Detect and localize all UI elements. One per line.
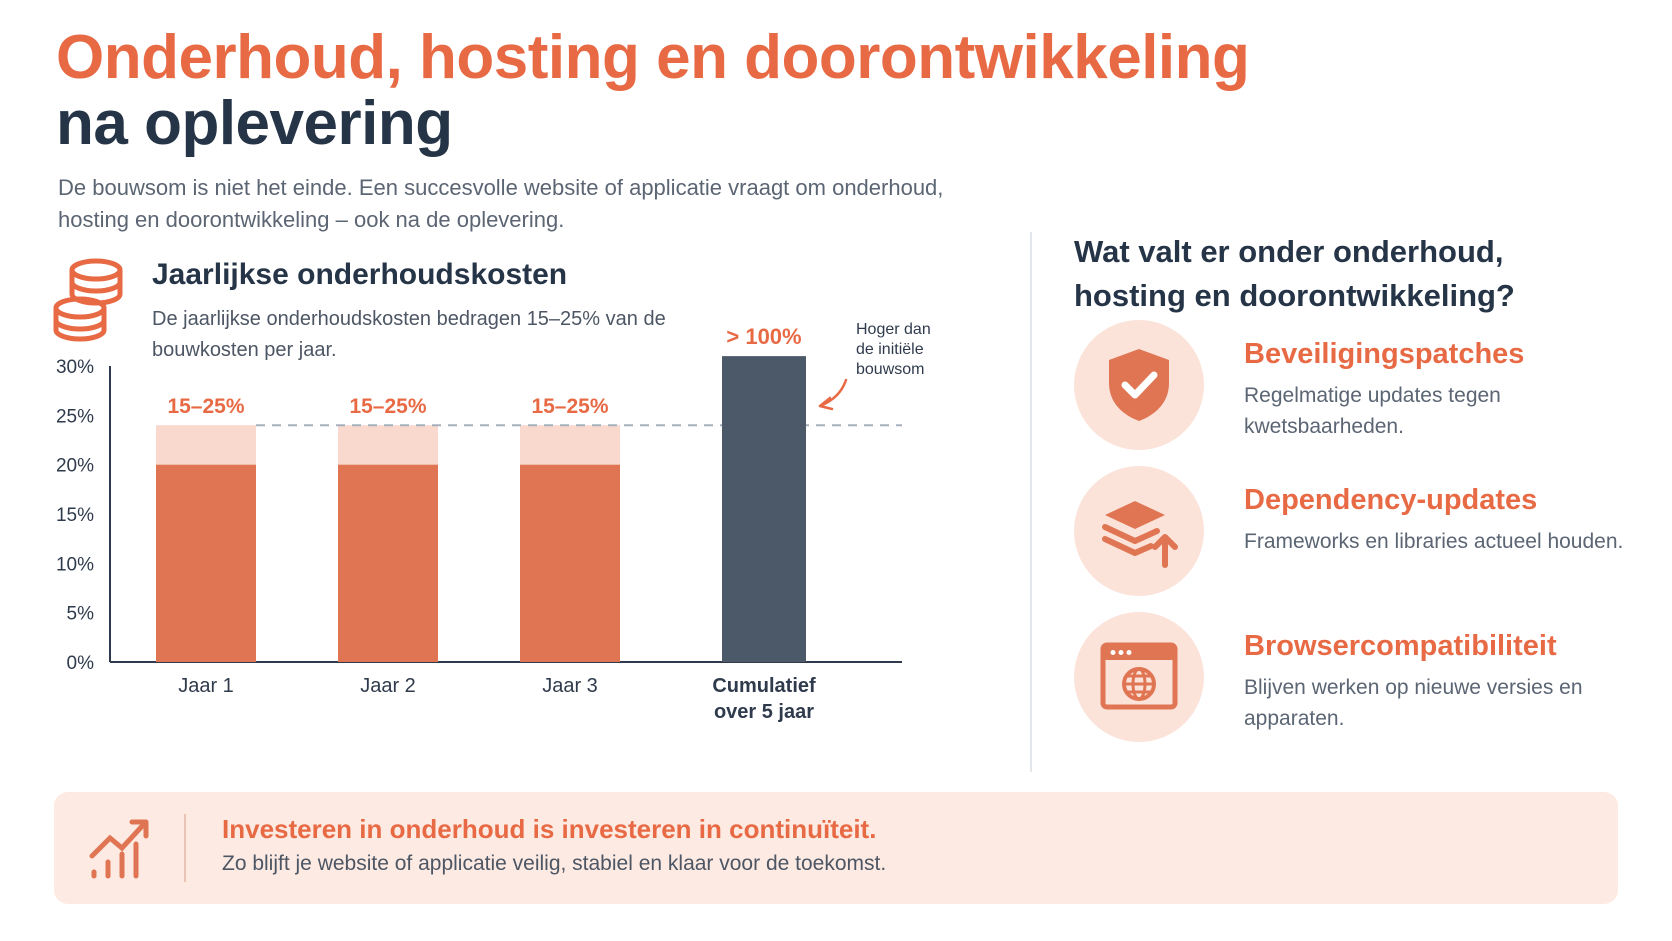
page-title: Onderhoud, hosting en doorontwikkeling xyxy=(56,23,1250,92)
chart-title: Jaarlijkse onderhoudskosten xyxy=(152,258,568,291)
x-tick-label: Jaar 2 xyxy=(360,675,416,697)
feature-icon-circle xyxy=(1074,320,1204,450)
feature-browser-compat: Browsercompatibiliteit Blijven werken op… xyxy=(1074,612,1634,752)
coins-stack-icon xyxy=(53,258,123,342)
feature-description: Blijven werken op nieuwe versies en appa… xyxy=(1244,676,1583,730)
right-section-title: Wat valt er onder onderhoud, hosting en … xyxy=(1074,234,1515,313)
data-label: 15–25% xyxy=(531,395,608,418)
banner-separator xyxy=(184,814,186,882)
y-tick-label: 25% xyxy=(56,406,94,427)
data-label: 15–25% xyxy=(167,395,244,418)
x-tick-label: Cumulatief over 5 jaar xyxy=(712,675,816,723)
feature-description: Regelmatige updates tegen kwetsbaarheden… xyxy=(1244,384,1501,438)
bar xyxy=(338,464,438,662)
feature-title: Dependency-updates xyxy=(1244,484,1538,516)
shield-check-icon xyxy=(1109,349,1169,421)
feature-title: Browsercompatibiliteit xyxy=(1244,630,1557,662)
feature-title: Beveiligingspatches xyxy=(1244,338,1525,370)
feature-dependency-updates: Dependency-updates Frameworks en librari… xyxy=(1074,466,1634,606)
data-label: > 100% xyxy=(726,324,801,349)
banner-title: Investeren in onderhoud is investeren in… xyxy=(222,814,877,844)
y-tick-label: 30% xyxy=(56,357,94,378)
feature-icon-circle xyxy=(1074,612,1204,742)
y-tick-label: 20% xyxy=(56,456,94,477)
conclusion-banner: Investeren in onderhoud is investeren in… xyxy=(54,792,1618,904)
browser-globe-icon xyxy=(1100,642,1178,710)
intro-text: De bouwsom is niet het einde. Een succes… xyxy=(58,175,944,232)
y-tick-label: 5% xyxy=(67,604,95,625)
y-tick-label: 15% xyxy=(56,505,94,526)
bar-range-segment xyxy=(156,425,256,465)
annotation-text: Hoger dan de initiële bouwsom xyxy=(856,321,931,378)
x-tick-label: Jaar 1 xyxy=(178,675,234,697)
page-title-line2: na oplevering xyxy=(56,89,453,158)
growth-chart-icon xyxy=(89,819,149,879)
chart-subtitle: De jaarlijkse onderhoudskosten bedragen … xyxy=(152,308,666,361)
y-tick-label: 10% xyxy=(56,554,94,575)
annotation-arrowhead xyxy=(818,396,834,411)
maintenance-cost-chart: 0% 5% 10% 15% 20% 25% 30% 15–25% 15–25% 15–25% > 1… xyxy=(56,321,931,723)
layers-upgrade-icon xyxy=(1102,501,1178,568)
bar xyxy=(156,464,256,662)
bar xyxy=(520,464,620,662)
data-label: 15–25% xyxy=(349,395,426,418)
bar-range-segment xyxy=(338,425,438,465)
feature-icon-circle xyxy=(1074,466,1204,596)
y-tick-label: 0% xyxy=(67,653,95,674)
bar-cumulative xyxy=(722,356,806,662)
section-divider xyxy=(1030,232,1032,772)
bar-range-segment xyxy=(520,425,620,465)
feature-security-patches: Beveiligingspatches Regelmatige updates … xyxy=(1074,320,1634,460)
x-tick-label: Jaar 3 xyxy=(542,675,598,697)
feature-description: Frameworks en libraries actueel houden. xyxy=(1244,530,1624,553)
banner-text: Zo blijft je website of applicatie veili… xyxy=(222,852,887,875)
